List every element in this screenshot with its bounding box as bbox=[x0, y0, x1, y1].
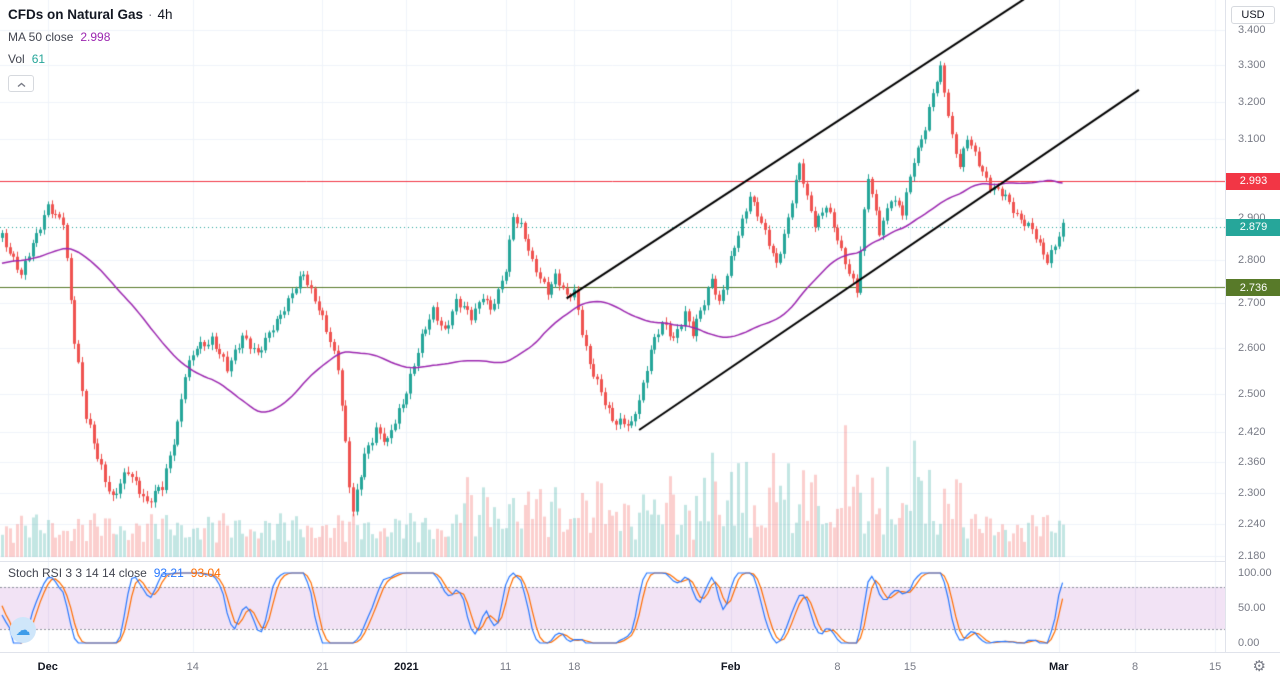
ma-legend-row[interactable]: MA 50 close 2.998 bbox=[8, 30, 173, 44]
stoch-tick-50.00: 50.00 bbox=[1238, 602, 1266, 614]
vol-value: 61 bbox=[31, 52, 46, 66]
last-price-badge: 2.879 bbox=[1226, 218, 1280, 236]
symbol-title-row[interactable]: CFDs on Natural Gas · 4h bbox=[8, 7, 173, 22]
time-tick-Mar: Mar bbox=[1048, 661, 1069, 673]
price-tick-2.500: 2.500 bbox=[1238, 387, 1266, 400]
price-tick-3.300: 3.300 bbox=[1238, 59, 1266, 72]
time-tick-Feb: Feb bbox=[720, 661, 741, 673]
chart-canvas[interactable] bbox=[0, 0, 1225, 652]
stoch-tick-0.00: 0.00 bbox=[1238, 637, 1260, 649]
title-separator: · bbox=[148, 7, 153, 22]
ma-label: MA 50 close bbox=[8, 30, 74, 44]
stoch-label: Stoch RSI 3 3 14 14 close bbox=[8, 566, 147, 580]
price-tick-2.600: 2.600 bbox=[1238, 341, 1266, 354]
price-tick-3.200: 3.200 bbox=[1238, 95, 1266, 108]
price-axis[interactable]: USD 3.4003.3003.2003.1002.9002.8002.7002… bbox=[1225, 0, 1280, 652]
cloud-logo-icon[interactable]: ☁ bbox=[10, 617, 36, 643]
price-tick-2.800: 2.800 bbox=[1238, 253, 1266, 266]
price-tick-2.180: 2.180 bbox=[1238, 550, 1266, 563]
price-tick-3.400: 3.400 bbox=[1238, 23, 1266, 36]
time-tick-8: 8 bbox=[834, 661, 841, 673]
ma-value: 2.998 bbox=[80, 30, 111, 44]
time-tick-18: 18 bbox=[568, 661, 581, 673]
time-tick-8: 8 bbox=[1131, 661, 1139, 673]
time-tick-15: 15 bbox=[903, 661, 917, 673]
stoch-d-value: 93.04 bbox=[190, 566, 221, 580]
price-tick-2.700: 2.700 bbox=[1238, 296, 1266, 309]
support-line-badge: 2.736 bbox=[1226, 279, 1280, 297]
price-tick-2.420: 2.420 bbox=[1238, 426, 1266, 439]
time-tick-14: 14 bbox=[186, 661, 199, 673]
currency-button[interactable]: USD bbox=[1231, 6, 1275, 24]
price-tick-3.100: 3.100 bbox=[1238, 133, 1266, 146]
stoch-tick-100.00: 100.00 bbox=[1238, 567, 1272, 579]
price-tick-2.360: 2.360 bbox=[1238, 456, 1266, 469]
time-tick-11: 11 bbox=[499, 661, 512, 673]
stoch-legend-row[interactable]: Stoch RSI 3 3 14 14 close 93.21 93.04 bbox=[8, 566, 221, 580]
chevron-up-icon bbox=[17, 76, 26, 91]
price-tick-2.300: 2.300 bbox=[1238, 486, 1266, 499]
stoch-k-value: 93.21 bbox=[153, 566, 184, 580]
time-tick-15: 15 bbox=[1209, 661, 1222, 673]
main-legend: CFDs on Natural Gas · 4h MA 50 close 2.9… bbox=[8, 7, 173, 92]
time-tick-Dec: Dec bbox=[37, 661, 58, 673]
pane-divider[interactable] bbox=[0, 561, 1280, 562]
interval-label: 4h bbox=[157, 7, 173, 22]
time-tick-21: 21 bbox=[316, 661, 329, 673]
symbol-title: CFDs on Natural Gas bbox=[8, 7, 144, 22]
vol-legend-row[interactable]: Vol 61 bbox=[8, 52, 173, 66]
price-tick-2.240: 2.240 bbox=[1238, 517, 1266, 530]
collapse-indicators-button[interactable] bbox=[8, 75, 34, 92]
settings-gear-icon[interactable]: ⚙ bbox=[1252, 658, 1266, 675]
time-axis[interactable]: Dec 14 21 2021 11 18 Feb 8 15 Mar 8 15 bbox=[0, 652, 1280, 680]
resistance-line-badge: 2.993 bbox=[1226, 172, 1280, 190]
time-tick-2021: 2021 bbox=[394, 661, 419, 673]
vol-label: Vol bbox=[8, 52, 25, 66]
